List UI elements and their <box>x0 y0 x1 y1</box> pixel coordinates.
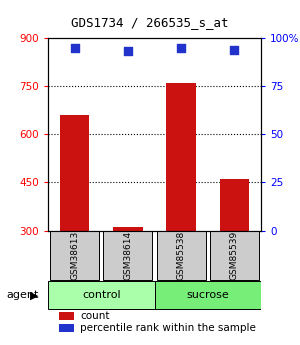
FancyBboxPatch shape <box>154 281 261 309</box>
Bar <box>113 227 142 230</box>
FancyBboxPatch shape <box>48 281 154 309</box>
Bar <box>59 312 74 320</box>
Point <box>125 49 130 54</box>
Point <box>232 47 237 52</box>
Text: agent: agent <box>6 290 38 300</box>
Bar <box>167 83 196 230</box>
Text: ▶: ▶ <box>30 290 38 300</box>
Text: GSM85538: GSM85538 <box>177 231 186 280</box>
Bar <box>60 115 89 230</box>
Point <box>179 45 184 50</box>
Bar <box>220 179 249 230</box>
Text: percentile rank within the sample: percentile rank within the sample <box>80 323 256 333</box>
Bar <box>59 324 74 332</box>
Text: count: count <box>80 311 110 321</box>
Text: sucrose: sucrose <box>186 290 229 300</box>
Text: control: control <box>82 290 121 300</box>
Text: GDS1734 / 266535_s_at: GDS1734 / 266535_s_at <box>71 16 229 29</box>
Point <box>72 45 77 50</box>
FancyBboxPatch shape <box>210 231 259 280</box>
FancyBboxPatch shape <box>157 231 206 280</box>
FancyBboxPatch shape <box>50 231 99 280</box>
Text: GSM38614: GSM38614 <box>123 231 132 280</box>
Text: GSM85539: GSM85539 <box>230 231 239 280</box>
FancyBboxPatch shape <box>103 231 152 280</box>
Text: GSM38613: GSM38613 <box>70 231 79 280</box>
